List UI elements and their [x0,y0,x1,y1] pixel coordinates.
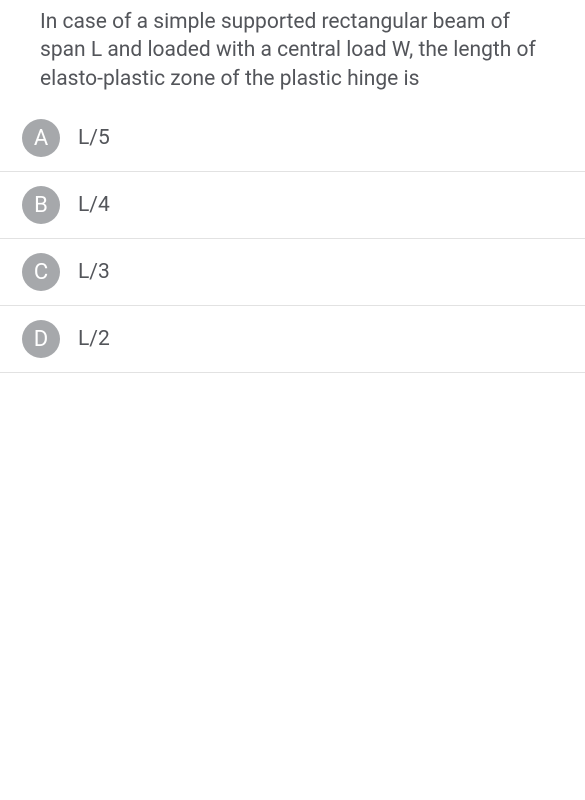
option-c[interactable]: C L/3 [0,239,585,306]
option-label-a: L/5 [78,126,110,150]
options-list: A L/5 B L/4 C L/3 D L/2 [0,113,585,373]
option-badge-d: D [22,320,60,358]
option-label-b: L/4 [78,193,110,217]
option-label-d: L/2 [78,327,110,351]
option-label-c: L/3 [78,260,110,284]
option-badge-a: A [22,119,60,157]
option-d[interactable]: D L/2 [0,306,585,373]
option-badge-b: B [22,186,60,224]
option-b[interactable]: B L/4 [0,172,585,239]
option-a[interactable]: A L/5 [0,113,585,172]
question-text: In case of a simple supported rectangula… [0,0,585,113]
quiz-container: In case of a simple supported rectangula… [0,0,585,373]
option-badge-c: C [22,253,60,291]
